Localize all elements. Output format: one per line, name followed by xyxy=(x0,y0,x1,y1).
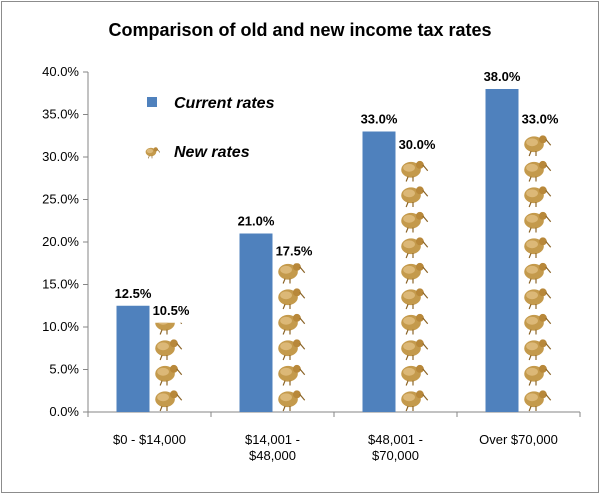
kiwi-icon xyxy=(400,364,429,387)
kiwi-icon xyxy=(154,338,183,361)
kiwi-icon xyxy=(277,263,306,285)
chart-title: Comparison of old and new income tax rat… xyxy=(108,20,491,40)
data-label-new-rates: 30.0% xyxy=(399,137,436,152)
data-label-new-rates: 17.5% xyxy=(276,243,313,258)
kiwi-icon xyxy=(523,211,552,234)
y-tick-label: 40.0% xyxy=(42,64,79,79)
kiwi-icon xyxy=(154,364,183,387)
bar-current-rates xyxy=(239,233,273,412)
kiwi-icon xyxy=(400,338,429,361)
kiwi-icon xyxy=(523,185,552,208)
kiwi-icon xyxy=(523,313,552,336)
bars: 12.5%10.5%21.0%17.5%33.0%30.0%38.0%33.0% xyxy=(115,69,559,412)
y-tick-label: 35.0% xyxy=(42,107,79,122)
kiwi-icon xyxy=(277,287,306,310)
data-label-current-rates: 21.0% xyxy=(238,214,275,229)
kiwi-icon xyxy=(523,160,552,183)
kiwi-icon xyxy=(277,389,306,412)
x-tick-label: $48,001 -$70,000 xyxy=(368,432,423,463)
kiwi-icon xyxy=(400,236,429,259)
bar-current-rates xyxy=(485,89,519,412)
y-tick-label: 20.0% xyxy=(42,234,79,249)
kiwi-icon xyxy=(400,389,429,412)
data-label-new-rates: 10.5% xyxy=(153,303,190,318)
data-label-current-rates: 12.5% xyxy=(115,286,152,301)
legend-label-current-rates: Current rates xyxy=(174,95,275,112)
kiwi-icon xyxy=(523,262,552,285)
kiwi-icon xyxy=(400,313,429,336)
y-tick-label: 10.0% xyxy=(42,319,79,334)
y-tick-label: 5.0% xyxy=(49,362,79,377)
y-tick-label: 30.0% xyxy=(42,149,79,164)
x-tick-label: Over $70,000 xyxy=(479,432,558,447)
x-axis: $0 - $14,000 $14,001 -$48,000 $48,001 -$70… xyxy=(87,411,581,463)
kiwi-icon xyxy=(523,287,552,310)
kiwi-icon xyxy=(400,160,429,183)
y-tick-label: 25.0% xyxy=(42,192,79,207)
kiwi-icon xyxy=(523,236,552,259)
legend-swatch-new-rates xyxy=(145,146,160,159)
bar-current-rates xyxy=(362,131,396,412)
kiwi-icon xyxy=(277,338,306,361)
x-tick-label: $14,001 -$48,000 xyxy=(245,432,300,463)
kiwi-icon xyxy=(523,364,552,387)
legend: Current rates New rates xyxy=(145,95,275,161)
kiwi-icon xyxy=(523,389,552,412)
kiwi-icon xyxy=(523,134,552,157)
kiwi-icon xyxy=(277,313,306,336)
data-label-current-rates: 38.0% xyxy=(484,69,521,84)
y-tick-label: 15.0% xyxy=(42,277,79,292)
kiwi-icon xyxy=(154,389,183,412)
data-label-current-rates: 33.0% xyxy=(361,112,398,127)
bar-new-rates xyxy=(400,160,429,412)
bar-new-rates xyxy=(154,322,183,412)
kiwi-icon xyxy=(523,338,552,361)
kiwi-icon xyxy=(277,364,306,387)
kiwi-icon xyxy=(400,185,429,208)
legend-swatch-current-rates xyxy=(147,97,157,107)
kiwi-icon xyxy=(400,287,429,310)
kiwi-icon xyxy=(400,262,429,285)
kiwi-icon xyxy=(400,211,429,234)
bar-new-rates xyxy=(277,263,306,412)
legend-label-new-rates: New rates xyxy=(174,144,250,161)
bar-new-rates xyxy=(523,134,552,412)
x-tick-label: $0 - $14,000 xyxy=(113,432,186,447)
bar-current-rates xyxy=(116,305,150,412)
data-label-new-rates: 33.0% xyxy=(522,112,559,127)
y-tick-label: 0.0% xyxy=(49,404,79,419)
y-axis: 0.0% 5.0% 10.0% 15.0% 20.0% 25.0% 30.0% 35.0% 40… xyxy=(42,64,89,419)
